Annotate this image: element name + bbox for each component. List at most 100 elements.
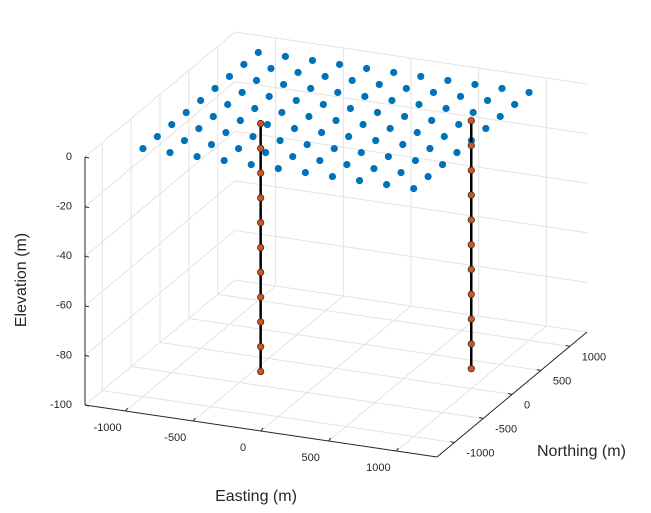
x-tick-label: 1000 xyxy=(366,462,390,474)
grid-line xyxy=(84,31,236,158)
surface-point xyxy=(417,72,425,81)
z-tick-label: -40 xyxy=(56,250,72,262)
surface-point xyxy=(240,60,248,69)
surface-point xyxy=(274,164,282,173)
z-tick xyxy=(84,255,90,258)
surface-point xyxy=(294,68,302,77)
surface-point xyxy=(386,124,394,133)
borehole-point xyxy=(467,241,475,249)
surface-point xyxy=(166,148,174,157)
y-tick-label: 500 xyxy=(553,375,571,387)
grid-line xyxy=(234,81,588,135)
surface-point xyxy=(251,104,259,113)
surface-point xyxy=(319,100,327,109)
z-tick-label: -20 xyxy=(56,201,72,213)
surface-point xyxy=(370,164,378,173)
grid-line xyxy=(84,81,236,207)
grid-line xyxy=(234,229,588,283)
surface-point xyxy=(289,152,297,161)
surface-point xyxy=(429,88,438,97)
surface-point xyxy=(440,132,448,141)
surface-point xyxy=(247,160,255,169)
x-tick-label: 0 xyxy=(240,442,246,454)
borehole-point xyxy=(467,191,475,199)
surface-point xyxy=(410,184,418,193)
surface-point xyxy=(280,80,288,89)
x-tick xyxy=(125,407,129,412)
surface-point xyxy=(317,128,326,137)
x-tick xyxy=(328,437,332,442)
borehole-point xyxy=(257,268,265,276)
borehole-point xyxy=(257,119,265,128)
surface-point xyxy=(263,120,272,129)
z-tick-label: -60 xyxy=(56,300,72,312)
borehole-point xyxy=(257,169,265,177)
surface-point xyxy=(346,104,355,113)
surface-point xyxy=(424,172,432,181)
surface-point xyxy=(355,176,364,185)
x-axis-label: Easting (m) xyxy=(215,488,297,505)
surface-point xyxy=(397,168,405,177)
surface-point xyxy=(428,116,436,125)
surface-point xyxy=(348,76,356,85)
surface-point xyxy=(455,120,463,129)
grid-line xyxy=(159,342,513,395)
surface-point xyxy=(444,76,452,85)
borehole-point xyxy=(467,265,475,274)
z-tick xyxy=(84,404,90,407)
y-tick-label: 1000 xyxy=(582,351,606,363)
surface-point xyxy=(303,140,311,149)
surface-point xyxy=(195,124,203,133)
surface-point xyxy=(415,100,423,109)
borehole-point xyxy=(467,216,475,224)
surface-point xyxy=(265,92,273,101)
surface-point xyxy=(180,136,189,145)
surface-point xyxy=(372,136,380,145)
surface-point xyxy=(373,108,382,117)
surface-point xyxy=(236,116,244,125)
surface-point xyxy=(290,124,299,133)
y-tick xyxy=(479,417,484,420)
z-axis-label: Elevation (m) xyxy=(13,233,30,327)
x-tick-label: 500 xyxy=(302,452,320,464)
surface-point xyxy=(335,60,344,69)
surface-point xyxy=(400,112,409,121)
y-tick xyxy=(450,441,455,444)
surface-point xyxy=(330,144,338,153)
grid-line xyxy=(131,366,484,420)
surface-point xyxy=(321,72,329,81)
y-tick-label: 0 xyxy=(524,399,530,411)
surface-point xyxy=(390,68,398,77)
surface-point xyxy=(301,168,309,177)
surface-point xyxy=(211,84,219,93)
surface-point xyxy=(197,96,205,105)
surface-point xyxy=(308,56,317,65)
borehole-point xyxy=(467,315,475,323)
surface-point xyxy=(222,128,230,137)
y-tick-label: -500 xyxy=(495,423,517,435)
borehole-point xyxy=(467,290,475,298)
surface-point xyxy=(343,160,351,169)
grid-line xyxy=(217,293,570,347)
surface-point xyxy=(238,88,246,97)
borehole-point xyxy=(257,144,265,152)
x-tick xyxy=(260,427,264,432)
z-tick-label: 0 xyxy=(66,151,72,163)
surface-point xyxy=(345,132,353,141)
y-tick xyxy=(507,393,513,395)
surface-point xyxy=(498,84,506,93)
surface-point xyxy=(438,160,447,169)
borehole-point xyxy=(467,117,475,125)
x-tick-label: -1000 xyxy=(94,422,122,434)
surface-point xyxy=(254,48,262,57)
borehole-point xyxy=(257,367,265,376)
surface-point xyxy=(453,148,461,157)
surface-point xyxy=(252,76,261,85)
surface-point xyxy=(207,140,216,149)
surface-point xyxy=(249,132,257,141)
surface-point xyxy=(307,84,315,93)
surface-point xyxy=(496,112,504,121)
grid-line xyxy=(102,390,455,444)
surface-point xyxy=(471,80,479,89)
surface-point xyxy=(334,88,342,97)
